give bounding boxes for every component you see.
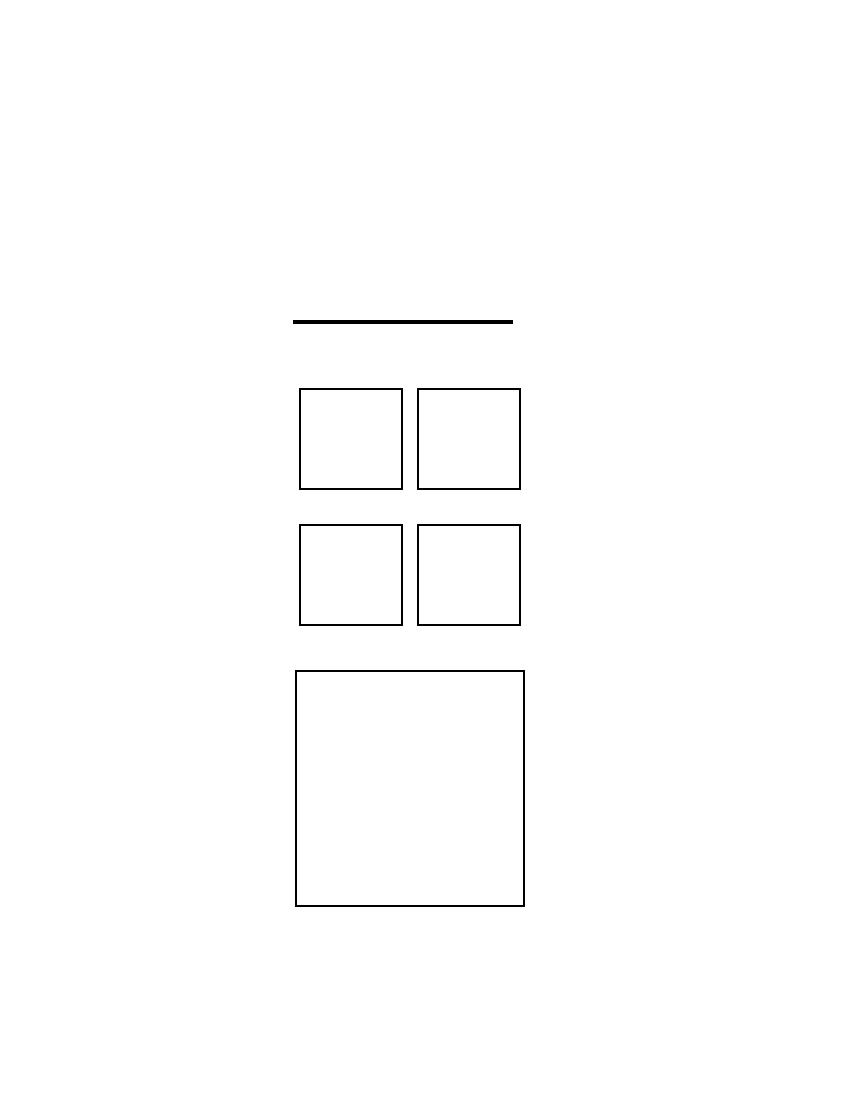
seismogram-canvas <box>290 163 535 313</box>
time-axis-line <box>293 320 513 324</box>
pair-corrected-canvas <box>419 390 519 488</box>
contour-frame <box>295 670 525 907</box>
particle-motion-corrected <box>417 524 521 626</box>
pair-original-canvas <box>301 390 401 488</box>
particle-motion-original-canvas <box>301 526 401 624</box>
pair-panel-corrected <box>417 388 521 490</box>
pair-panel-original <box>299 388 403 490</box>
particle-motion-original <box>299 524 403 626</box>
corner-artifact <box>4 28 18 42</box>
particle-motion-corrected-canvas <box>419 526 519 624</box>
contour-canvas <box>297 672 523 905</box>
